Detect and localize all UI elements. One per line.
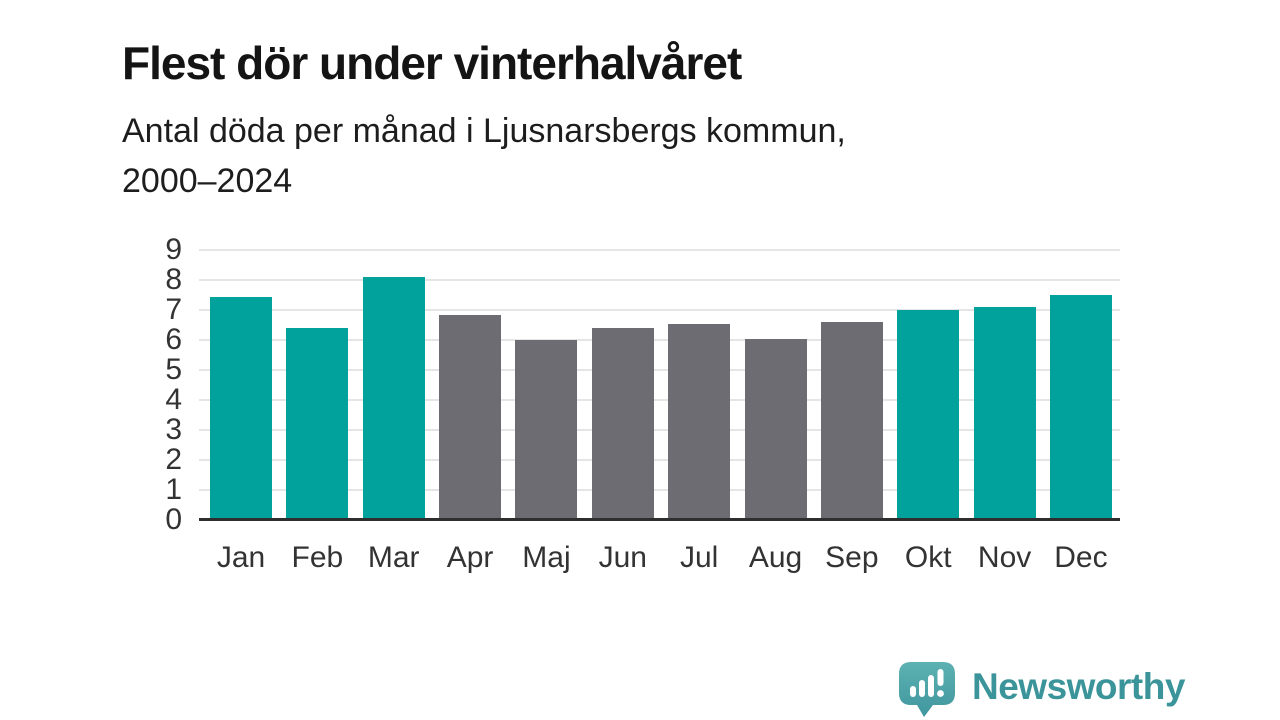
bar-dec xyxy=(1049,295,1112,520)
y-axis-label-1: 1 xyxy=(165,473,182,506)
newsworthy-wordmark: Newsworthy xyxy=(972,666,1185,707)
bar-okt xyxy=(897,310,960,520)
gridline-7 xyxy=(199,309,1120,311)
gridline-1 xyxy=(199,489,1120,491)
x-axis-label-jul: Jul xyxy=(679,541,719,574)
chart-subtitle: Antal döda per månad i Ljusnarsbergs kom… xyxy=(122,112,846,200)
x-axis-label-mar: Mar xyxy=(367,541,420,574)
bar-nov xyxy=(973,307,1036,520)
gridline-9 xyxy=(199,249,1120,251)
chart-title: Flest dör under vinterhalvåret xyxy=(122,36,742,89)
bar-jan xyxy=(210,296,272,520)
y-axis-label-2: 2 xyxy=(165,443,182,476)
y-axis-label-4: 4 xyxy=(165,383,182,416)
bar-jun xyxy=(591,328,654,520)
gridline-8 xyxy=(199,279,1120,281)
x-axis-label-maj: Maj xyxy=(522,541,571,574)
gridline-6 xyxy=(199,339,1120,341)
bar-sep xyxy=(820,322,883,520)
bar-maj xyxy=(515,340,578,520)
x-axis-label-jun: Jun xyxy=(598,541,647,574)
speech-bubble-chart-icon xyxy=(899,662,955,717)
y-axis-label-7: 7 xyxy=(165,293,182,326)
y-axis-label-8: 8 xyxy=(165,263,182,296)
x-axis-label-feb: Feb xyxy=(291,541,344,574)
y-axis-label-5: 5 xyxy=(165,353,182,386)
bar-feb xyxy=(286,328,349,520)
x-axis-label-jan: Jan xyxy=(216,541,266,574)
y-axis-label-0: 0 xyxy=(165,503,182,536)
x-axis-label-nov: Nov xyxy=(977,541,1032,574)
x-axis-label-okt: Okt xyxy=(904,541,952,574)
x-axis-label-dec: Dec xyxy=(1054,541,1108,574)
y-axis-label-9: 9 xyxy=(165,233,182,266)
x-axis-label-apr: Apr xyxy=(446,541,494,574)
gridline-4 xyxy=(199,399,1120,401)
x-axis-label-aug: Aug xyxy=(748,541,803,574)
x-axis-label-sep: Sep xyxy=(825,541,879,574)
newsworthy-logo: Newsworthy xyxy=(898,661,1185,718)
bar-aug xyxy=(744,338,807,520)
gridline-5 xyxy=(199,369,1120,371)
bar-mar xyxy=(362,277,425,520)
gridline-2 xyxy=(199,459,1120,461)
bar-apr xyxy=(439,314,502,520)
y-axis-label-6: 6 xyxy=(165,323,182,356)
x-axis-line xyxy=(199,518,1120,521)
plot-area xyxy=(199,249,1120,521)
bar-jul xyxy=(668,323,731,520)
gridline-3 xyxy=(199,429,1120,431)
y-axis-label-3: 3 xyxy=(165,413,182,446)
